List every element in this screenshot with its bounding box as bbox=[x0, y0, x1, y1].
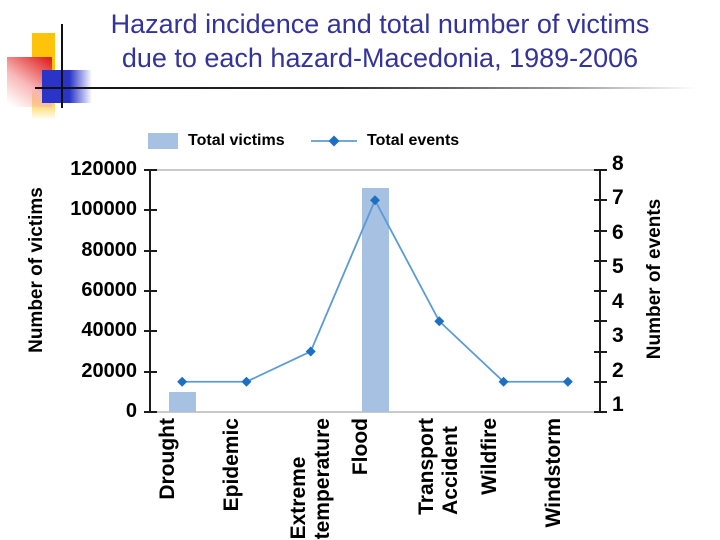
right-axis-tick-mark bbox=[594, 350, 607, 353]
plot-top-border bbox=[150, 169, 600, 171]
right-axis-title: Number of events bbox=[644, 198, 665, 360]
right-axis-tick-mark bbox=[594, 229, 607, 232]
left-axis-tick-label: 120000 bbox=[70, 158, 137, 180]
events-marker-drought bbox=[177, 376, 188, 387]
slide-title-line-2: due to each hazard-Macedonia, 1989-2006 bbox=[121, 43, 639, 73]
right-axis-tick-mark bbox=[594, 320, 607, 323]
plot-bottom-border bbox=[150, 411, 600, 413]
left-axis-tick-label: 80000 bbox=[81, 238, 137, 261]
category-label-windstorm: Windstorm bbox=[541, 418, 565, 528]
left-axis-tick-label: 20000 bbox=[81, 359, 137, 382]
legend-victims-swatch bbox=[148, 133, 178, 149]
left-axis-tick-label: 0 bbox=[125, 400, 137, 422]
events-marker-flood bbox=[370, 195, 380, 206]
right-axis-tick-mark bbox=[594, 169, 607, 171]
left-axis-tick-mark bbox=[144, 370, 157, 373]
events-marker-windstorm bbox=[562, 376, 573, 387]
title-underline-rule bbox=[35, 87, 697, 89]
events-line bbox=[182, 198, 568, 383]
left-axis-tick-label: 100000 bbox=[70, 198, 137, 221]
right-axis-tick-label: 1 bbox=[612, 393, 624, 416]
events-marker-epidemic bbox=[241, 376, 252, 387]
decoration-blue-rect bbox=[42, 70, 92, 103]
bar-flood bbox=[361, 188, 389, 412]
right-axis-tick-label: 2 bbox=[612, 358, 624, 382]
right-axis-tick-label: 7 bbox=[612, 186, 624, 210]
slide-title: Hazard incidence and total number of vic… bbox=[52, 7, 708, 75]
events-line-series bbox=[177, 195, 573, 387]
category-label-flood: Flood bbox=[349, 418, 372, 476]
left-axis-tick-mark bbox=[144, 169, 157, 171]
category-label-wildfire: Wildfire bbox=[477, 418, 501, 495]
slide-title-line-1: Hazard incidence and total number of vic… bbox=[110, 9, 650, 39]
events-marker-wildfire bbox=[498, 376, 509, 387]
left-axis-tick-mark bbox=[144, 209, 157, 212]
left-axis-tick-mark bbox=[144, 249, 157, 252]
left-axis-tick-label: 60000 bbox=[81, 279, 137, 301]
category-label-transport-accident: Transport Accident bbox=[415, 418, 463, 515]
left-axis-tick-mark bbox=[144, 330, 157, 333]
right-axis-tick-mark bbox=[594, 290, 607, 292]
right-axis-tick-mark bbox=[594, 259, 607, 262]
right-axis-tick-mark bbox=[594, 199, 607, 202]
left-axis-tick-mark bbox=[144, 290, 157, 292]
events-marker-extreme-temperature bbox=[305, 346, 316, 357]
events-marker-transport-accident bbox=[434, 316, 445, 327]
decoration-vertical-line bbox=[61, 24, 63, 108]
right-axis-tick-label: 8 bbox=[612, 152, 624, 175]
right-axis-tick-label: 4 bbox=[612, 289, 624, 313]
category-label-epidemic: Epidemic bbox=[220, 418, 244, 512]
bar-drought bbox=[168, 391, 196, 412]
left-axis-tick-mark bbox=[144, 411, 157, 413]
right-axis-tick-mark bbox=[594, 380, 607, 383]
category-label-extreme-temperature: Extreme temperature bbox=[286, 418, 334, 540]
legend-events-line-marker bbox=[311, 135, 357, 147]
right-axis-tick-label: 3 bbox=[612, 324, 624, 348]
left-axis-title: Number of victims bbox=[26, 187, 47, 353]
left-axis-tick-label: 40000 bbox=[81, 319, 137, 342]
legend-events-label: Total events bbox=[367, 132, 460, 149]
right-axis-tick-mark bbox=[594, 411, 607, 413]
legend-victims-label: Total victims bbox=[188, 132, 285, 149]
category-label-drought: Drought bbox=[156, 418, 180, 500]
right-axis-tick-label: 6 bbox=[612, 220, 624, 244]
right-axis-tick-label: 5 bbox=[612, 255, 624, 279]
